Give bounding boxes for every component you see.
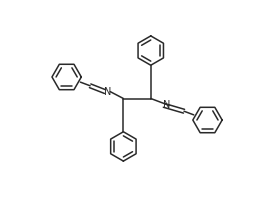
Text: N: N <box>163 100 170 110</box>
Text: N: N <box>104 87 111 97</box>
